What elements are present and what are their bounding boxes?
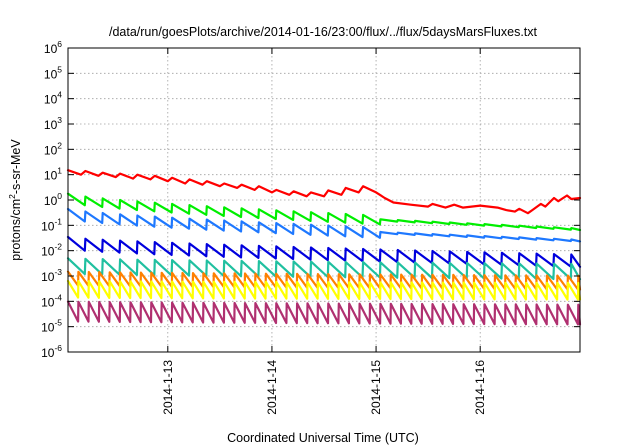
y-axis: 10-6 10-5 10-4 10-3 10-2 10-1 100 101 102 103 104 1…	[41, 39, 580, 360]
series-line-5	[66, 257, 582, 281]
x-axis-label: Coordinated Universal Time (UTC)	[227, 431, 419, 445]
y-tick-label: 104	[44, 90, 62, 107]
series-line-8	[66, 300, 582, 326]
data-series	[66, 169, 582, 326]
x-tick-label: 2014-1-14	[265, 360, 279, 415]
grid	[68, 48, 580, 352]
y-axis-label: protons/cm2-s-sr-MeV	[7, 139, 23, 261]
chart-title: /data/run/goesPlots/archive/2014-01-16/2…	[109, 25, 538, 39]
x-tick-label: 2014-1-13	[161, 360, 175, 415]
y-tick-label: 10-3	[41, 267, 62, 284]
y-tick-label: 103	[44, 115, 62, 132]
x-tick-label: 2014-1-15	[369, 360, 383, 415]
y-tick-label: 10-1	[41, 216, 62, 233]
x-tick-label: 2014-1-16	[473, 360, 487, 415]
y-tick-label: 105	[44, 64, 62, 81]
series-line-7	[66, 279, 582, 301]
y-tick-label: 101	[44, 166, 62, 183]
y-tick-label: 10-5	[41, 318, 62, 335]
y-tick-label: 10-2	[41, 242, 62, 259]
series-line-4	[66, 235, 582, 268]
y-tick-label: 100	[44, 191, 62, 208]
series-line-2	[66, 192, 582, 232]
x-axis: 2014-1-13 2014-1-14 2014-1-15 2014-1-16	[161, 48, 487, 415]
y-tick-label: 10-4	[41, 292, 62, 309]
series-line-3	[66, 207, 582, 243]
series-line-1	[66, 169, 582, 215]
y-tick-label: 10-6	[41, 343, 62, 360]
y-tick-label: 102	[44, 140, 62, 157]
series-line-6	[66, 270, 582, 291]
y-tick-label: 106	[44, 39, 62, 56]
